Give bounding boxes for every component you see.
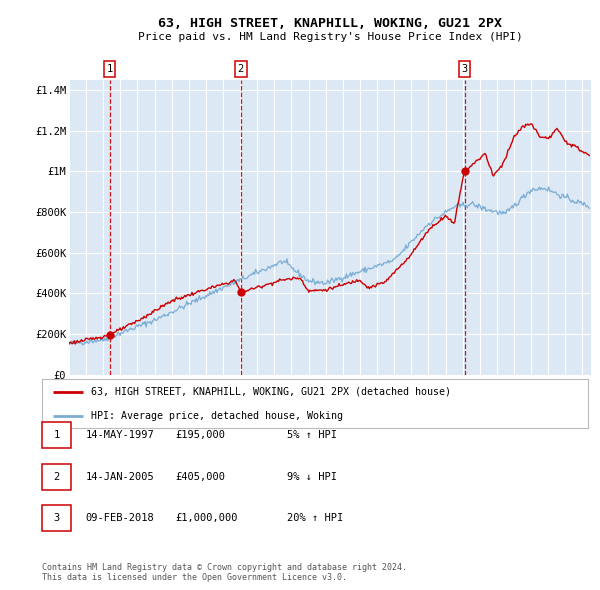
Text: Contains HM Land Registry data © Crown copyright and database right 2024.
This d: Contains HM Land Registry data © Crown c… (42, 563, 407, 582)
Text: 1: 1 (106, 64, 113, 74)
Text: Price paid vs. HM Land Registry's House Price Index (HPI): Price paid vs. HM Land Registry's House … (137, 32, 523, 42)
Text: 14-JAN-2005: 14-JAN-2005 (86, 472, 155, 481)
Text: 63, HIGH STREET, KNAPHILL, WOKING, GU21 2PX: 63, HIGH STREET, KNAPHILL, WOKING, GU21 … (158, 17, 502, 30)
Text: £195,000: £195,000 (176, 431, 226, 440)
Text: 2: 2 (238, 64, 244, 74)
Text: 5% ↑ HPI: 5% ↑ HPI (287, 431, 337, 440)
Text: 63, HIGH STREET, KNAPHILL, WOKING, GU21 2PX (detached house): 63, HIGH STREET, KNAPHILL, WOKING, GU21 … (91, 387, 451, 397)
Text: 3: 3 (53, 513, 59, 523)
Text: £1,000,000: £1,000,000 (176, 513, 238, 523)
Text: 3: 3 (461, 64, 467, 74)
Text: 09-FEB-2018: 09-FEB-2018 (86, 513, 155, 523)
Text: £405,000: £405,000 (176, 472, 226, 481)
Text: 20% ↑ HPI: 20% ↑ HPI (287, 513, 343, 523)
Text: HPI: Average price, detached house, Woking: HPI: Average price, detached house, Woki… (91, 411, 343, 421)
Text: 1: 1 (53, 431, 59, 440)
Text: 2: 2 (53, 472, 59, 481)
Text: 14-MAY-1997: 14-MAY-1997 (86, 431, 155, 440)
Text: 9% ↓ HPI: 9% ↓ HPI (287, 472, 337, 481)
